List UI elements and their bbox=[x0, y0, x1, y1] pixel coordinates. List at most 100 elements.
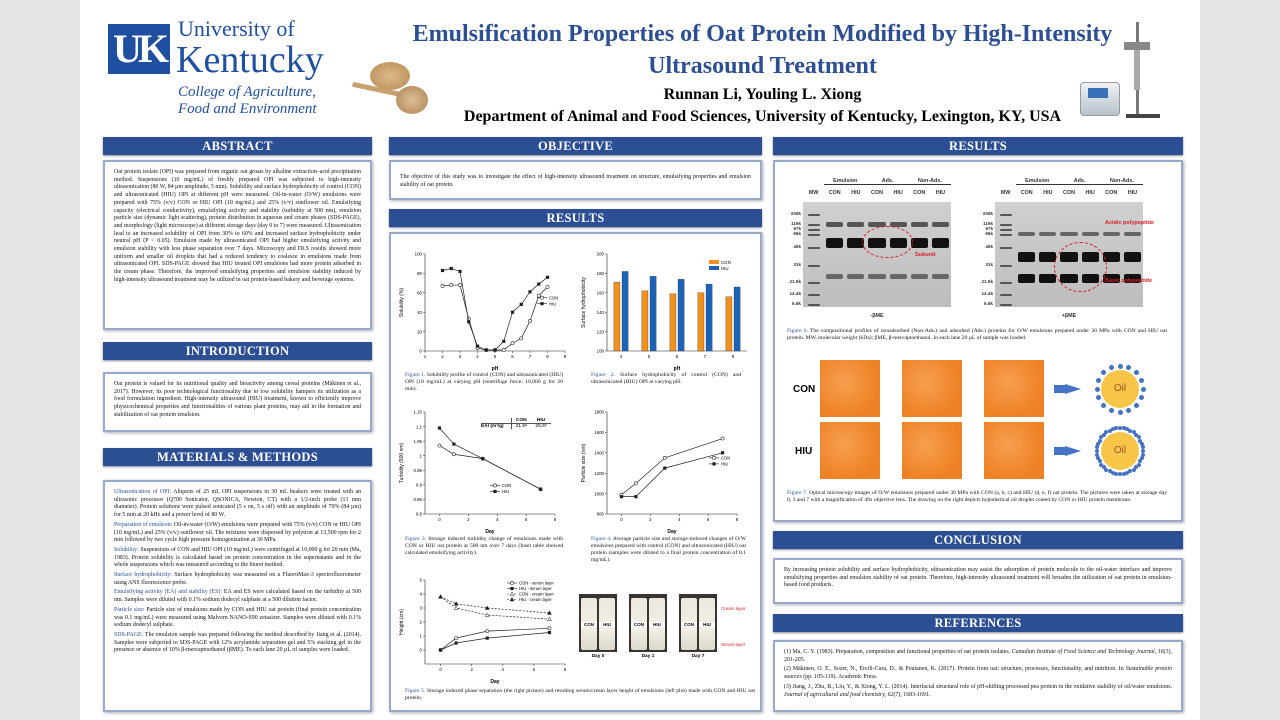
bar-hiu bbox=[621, 271, 629, 352]
protein-band bbox=[1123, 274, 1141, 283]
series-line bbox=[621, 438, 723, 495]
micro-row-label-con: CON bbox=[793, 384, 816, 395]
figure-4-label: Figure 4. bbox=[591, 536, 612, 542]
micro-row-label-hiu: HIU bbox=[795, 446, 813, 457]
x-tick-label: 0 bbox=[620, 517, 623, 522]
tube-photo: CON HIU bbox=[579, 594, 617, 652]
data-point bbox=[475, 344, 480, 348]
legend-label: HIU bbox=[549, 301, 556, 306]
data-point bbox=[449, 266, 453, 271]
title-line-1: Emulsification Properties of Oat Protein… bbox=[412, 21, 1113, 47]
data-point bbox=[509, 591, 515, 596]
y-tick-label: 1 bbox=[420, 634, 423, 639]
results-box-mid: 0 20 40 60 80 100 Solubility (%) pH 1 2 3 4 5 6 7 8 9 CON… bbox=[389, 232, 762, 712]
mw-band bbox=[808, 304, 821, 306]
mw-label: 116k bbox=[983, 221, 993, 226]
protein-dot bbox=[1134, 432, 1139, 437]
figure-6-text: The compositional profiles of nonadsorbe… bbox=[787, 328, 1167, 341]
method-item: Emulsifying activity (EA) and stability … bbox=[114, 589, 361, 604]
reference-pages: (3), 201-205. bbox=[784, 649, 1172, 663]
gel-lane-label: HIU bbox=[851, 190, 861, 196]
y-axis-label: Solubility (%) bbox=[399, 288, 405, 318]
legend-label: HIU - cream layer bbox=[519, 597, 552, 602]
figure-5-label: Figure 5. bbox=[405, 688, 426, 694]
protein-dot bbox=[1095, 449, 1099, 453]
method-text: Suspensions of CON and HIU OPI (10 mg/mL… bbox=[114, 546, 361, 569]
oil-droplet-icon: Oil bbox=[1101, 432, 1139, 470]
reference-journal: Journal of agricultural and food chemist… bbox=[784, 691, 894, 698]
legend-swatch bbox=[709, 260, 719, 264]
mw-label: 200k bbox=[982, 211, 993, 216]
reference-journal: Sustainable protein sources bbox=[784, 666, 1172, 681]
x-tick-label: 9 bbox=[564, 354, 567, 359]
protein-dot bbox=[1138, 438, 1143, 443]
data-point bbox=[720, 451, 725, 455]
y-tick-label: 1400 bbox=[594, 451, 604, 456]
protein-dot bbox=[1117, 363, 1123, 369]
protein-band bbox=[847, 238, 865, 248]
gel-lane-label: MW bbox=[1000, 190, 1011, 196]
oat-image bbox=[352, 58, 434, 118]
figure-7-text: Optical microscopy images of O/W emulsio… bbox=[787, 490, 1167, 503]
y-tick-label: 4 bbox=[420, 592, 423, 597]
protein-dot bbox=[1139, 456, 1144, 461]
y-tick-label: 0.85 bbox=[413, 497, 422, 502]
legend-label: CON - serum layer bbox=[519, 581, 555, 586]
protein-dot bbox=[1104, 430, 1109, 435]
y-tick-label: 160 bbox=[597, 291, 605, 296]
x-tick-label: 4 bbox=[476, 354, 479, 359]
y-tick-label: 120 bbox=[597, 329, 605, 334]
data-point bbox=[538, 487, 543, 491]
method-text: Particle size of emulsions made by CON a… bbox=[114, 606, 361, 629]
method-text: Surface hydrophobicity was measured on a… bbox=[114, 572, 362, 586]
series-line bbox=[440, 627, 550, 651]
bar-con bbox=[613, 281, 621, 352]
x-tick-label: 4 bbox=[502, 667, 505, 672]
tube: CON bbox=[581, 598, 597, 650]
y-tick-label: 40 bbox=[417, 310, 422, 315]
x-tick-label: 5 bbox=[648, 354, 651, 359]
data-point bbox=[493, 483, 497, 488]
series-line bbox=[621, 452, 723, 498]
data-point bbox=[485, 629, 490, 634]
micrograph bbox=[820, 422, 880, 479]
x-tick-label: 6 bbox=[511, 354, 514, 359]
conclusion-box: By increasing protein solubility and sur… bbox=[773, 558, 1183, 604]
mw-band bbox=[1000, 294, 1013, 296]
gel-lane-label: CON bbox=[913, 190, 926, 196]
y-tick-label: 0 bbox=[420, 349, 423, 354]
gel-lane-label: HIU bbox=[935, 190, 946, 196]
legend-label: HIU bbox=[502, 489, 509, 494]
x-tick-label: 4 bbox=[678, 517, 681, 522]
data-point bbox=[481, 457, 485, 461]
gel-lane-label: CON bbox=[828, 190, 841, 196]
reference-journal: Canadian Institute of Food Science and T… bbox=[1011, 649, 1164, 655]
x-axis-label: Day bbox=[490, 679, 499, 685]
y-tick-label: 1000 bbox=[594, 491, 604, 496]
data-point bbox=[528, 319, 532, 323]
tube: HIU bbox=[699, 598, 715, 650]
protein-band bbox=[931, 238, 949, 248]
introduction-box: Oat protein is valued for its nutritiona… bbox=[103, 372, 372, 432]
logo-kentucky: Kentucky bbox=[176, 39, 324, 81]
figure-1-solubility-chart: 0 20 40 60 80 100 Solubility (%) pH 1 2 3 4 5 6 7 8 9 CON… bbox=[399, 252, 567, 372]
basic-annotation: Basic polypeptide bbox=[1105, 278, 1153, 284]
micrograph bbox=[902, 360, 962, 417]
logo-college2: Food and Environment bbox=[178, 101, 317, 117]
mw-band bbox=[808, 265, 821, 267]
figure-2-label: Figure 2. bbox=[591, 372, 615, 378]
protein-dot bbox=[1140, 445, 1145, 450]
affiliation: Department of Animal and Food Sciences, … bbox=[463, 108, 1062, 125]
data-point bbox=[451, 452, 456, 457]
reference-authors: (2) Mäkinen, O. E., Sozer, N., Ercili-Cu… bbox=[784, 666, 1126, 673]
figure-5-layer-height-chart: 0 1 2 3 4 5 Height (cm) Day 0 2 4 6 8 CON - serum lay… bbox=[399, 578, 567, 685]
method-title: Surface hydrophobicity: bbox=[114, 572, 172, 579]
micrograph bbox=[984, 360, 1044, 417]
y-tick-label: 1 bbox=[420, 453, 423, 458]
data-point bbox=[485, 636, 489, 640]
legend-label: CON bbox=[549, 295, 558, 300]
logo-university: University of bbox=[178, 16, 295, 41]
figure-5-text: Storage induced phase separation (the ri… bbox=[405, 688, 755, 701]
figure-2-caption: Figure 2. Surface hydrophobicity of cont… bbox=[591, 372, 741, 386]
y-tick-label: 0.9 bbox=[416, 483, 423, 488]
